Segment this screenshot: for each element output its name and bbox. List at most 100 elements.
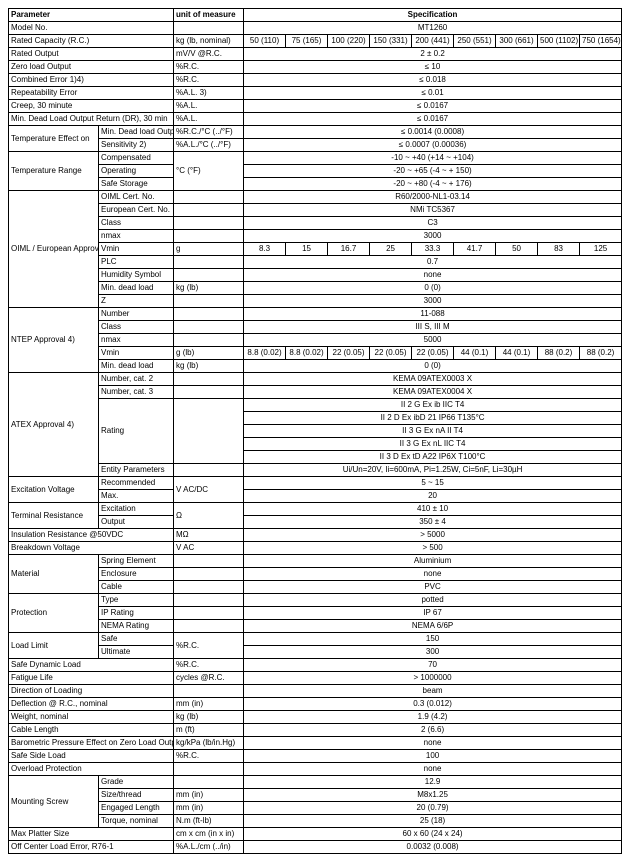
overload-param: Overload Protection [9, 763, 174, 776]
ntep-vmin-0: 8.8 (0.02) [244, 347, 286, 360]
dr-unit: %A.L. [174, 113, 244, 126]
capacity-8: 750 (1654) [580, 35, 622, 48]
direction-value: beam [244, 685, 622, 698]
capacity-1: 75 (165) [286, 35, 328, 48]
barometric-param: Barometric Pressure Effect on Zero Load … [9, 737, 174, 750]
platter-param: Max Platter Size [9, 828, 174, 841]
repeatability-unit: %A.L. 3) [174, 87, 244, 100]
ntep-vmin-8: 88 (0.2) [580, 347, 622, 360]
oiml-vmin-3: 25 [370, 243, 412, 256]
cable-length-unit: m (ft) [174, 724, 244, 737]
off-center-param: Off Center Load Error, R76-1 [9, 841, 174, 854]
excitation-param: Excitation Voltage [9, 477, 99, 503]
oiml-vmin-8: 125 [580, 243, 622, 256]
model-no-value: MT1260 [244, 22, 622, 35]
zero-load-param: Zero load Output [9, 61, 174, 74]
oiml-vmin-5: 41.7 [454, 243, 496, 256]
oiml-param: OIML / European Approval 4) [9, 191, 99, 308]
ntep-param: NTEP Approval 4) [9, 308, 99, 373]
material-param: Material [9, 555, 99, 594]
rated-output-param: Rated Output [9, 48, 174, 61]
breakdown-value: > 500 [244, 542, 622, 555]
deflection-unit: mm (in) [174, 698, 244, 711]
combined-error-param: Combined Error 1)4) [9, 74, 174, 87]
model-no-unit [174, 22, 244, 35]
ntep-vmin-1: 8.8 (0.02) [286, 347, 328, 360]
fatigue-param: Fatigue Life [9, 672, 174, 685]
rated-capacity-unit: kg (lb, nominal) [174, 35, 244, 48]
oiml-vmin-4: 33.3 [412, 243, 454, 256]
ntep-vmin-3: 22 (0.05) [370, 347, 412, 360]
zero-load-unit: %R.C. [174, 61, 244, 74]
weight-unit: kg (lb) [174, 711, 244, 724]
repeatability-value: ≤ 0.01 [244, 87, 622, 100]
side-load-param: Safe Side Load [9, 750, 174, 763]
side-load-value: 100 [244, 750, 622, 763]
oiml-vmin-2: 16.7 [328, 243, 370, 256]
ntep-vmin-7: 88 (0.2) [538, 347, 580, 360]
platter-value: 60 x 60 (24 x 24) [244, 828, 622, 841]
off-center-value: 0.0032 (0.008) [244, 841, 622, 854]
ntep-vmin-6: 44 (0.1) [496, 347, 538, 360]
model-no-param: Model No. [9, 22, 174, 35]
rated-capacity-param: Rated Capacity (R.C.) [9, 35, 174, 48]
capacity-7: 500 (1102) [538, 35, 580, 48]
repeatability-param: Repeatability Error [9, 87, 174, 100]
ntep-vmin-5: 44 (0.1) [454, 347, 496, 360]
direction-param: Direction of Loading [9, 685, 174, 698]
weight-value: 1.9 (4.2) [244, 711, 622, 724]
ntep-vmin-4: 22 (0.05) [412, 347, 454, 360]
capacity-5: 250 (551) [454, 35, 496, 48]
fatigue-value: > 1000000 [244, 672, 622, 685]
header-spec: Specification [244, 9, 622, 22]
off-center-unit: %A.L./cm (../in) [174, 841, 244, 854]
insulation-unit: MΩ [174, 529, 244, 542]
platter-unit: cm x cm (in x in) [174, 828, 244, 841]
side-load-unit: %R.C. [174, 750, 244, 763]
load-limit-param: Load Limit [9, 633, 99, 659]
direction-unit [174, 685, 244, 698]
creep-value: ≤ 0.0167 [244, 100, 622, 113]
temp-effect-param: Temperature Effect on [9, 126, 99, 152]
oiml-vmin-1: 15 [286, 243, 328, 256]
creep-unit: %A.L. [174, 100, 244, 113]
capacity-4: 200 (441) [412, 35, 454, 48]
overload-unit [174, 763, 244, 776]
weight-param: Weight, nominal [9, 711, 174, 724]
barometric-unit: kg/kPa (lb/in.Hg) [174, 737, 244, 750]
insulation-value: > 5000 [244, 529, 622, 542]
ntep-vmin-2: 22 (0.05) [328, 347, 370, 360]
insulation-param: Insulation Resistance @50VDC [9, 529, 174, 542]
dr-value: ≤ 0.0167 [244, 113, 622, 126]
deflection-value: 0.3 (0.012) [244, 698, 622, 711]
zero-load-value: ≤ 10 [244, 61, 622, 74]
dr-param: Min. Dead Load Output Return (DR), 30 mi… [9, 113, 174, 126]
breakdown-unit: V AC [174, 542, 244, 555]
atex-param: ATEX Approval 4) [9, 373, 99, 477]
deflection-param: Deflection @ R.C., nominal [9, 698, 174, 711]
fatigue-unit: cycles @R.C. [174, 672, 244, 685]
header-parameter: Parameter [9, 9, 174, 22]
protection-param: Protection [9, 594, 99, 633]
capacity-3: 150 (331) [370, 35, 412, 48]
overload-value: none [244, 763, 622, 776]
rated-output-unit: mV/V @R.C. [174, 48, 244, 61]
oiml-vmin-7: 83 [538, 243, 580, 256]
capacity-2: 100 (220) [328, 35, 370, 48]
spec-table: Parameterunit of measureSpecification Mod… [8, 8, 622, 854]
cable-length-param: Cable Length [9, 724, 174, 737]
capacity-6: 300 (661) [496, 35, 538, 48]
creep-param: Creep, 30 minute [9, 100, 174, 113]
safe-dynamic-param: Safe Dynamic Load [9, 659, 174, 672]
combined-error-value: ≤ 0.018 [244, 74, 622, 87]
header-unit: unit of measure [174, 9, 244, 22]
rated-output-value: 2 ± 0.2 [244, 48, 622, 61]
oiml-vmin-6: 50 [496, 243, 538, 256]
capacity-0: 50 (110) [244, 35, 286, 48]
safe-dynamic-unit: %R.C. [174, 659, 244, 672]
mounting-param: Mounting Screw [9, 776, 99, 828]
safe-dynamic-value: 70 [244, 659, 622, 672]
temp-range-param: Temperature Range [9, 152, 99, 191]
cable-length-value: 2 (6.6) [244, 724, 622, 737]
oiml-vmin-0: 8.3 [244, 243, 286, 256]
